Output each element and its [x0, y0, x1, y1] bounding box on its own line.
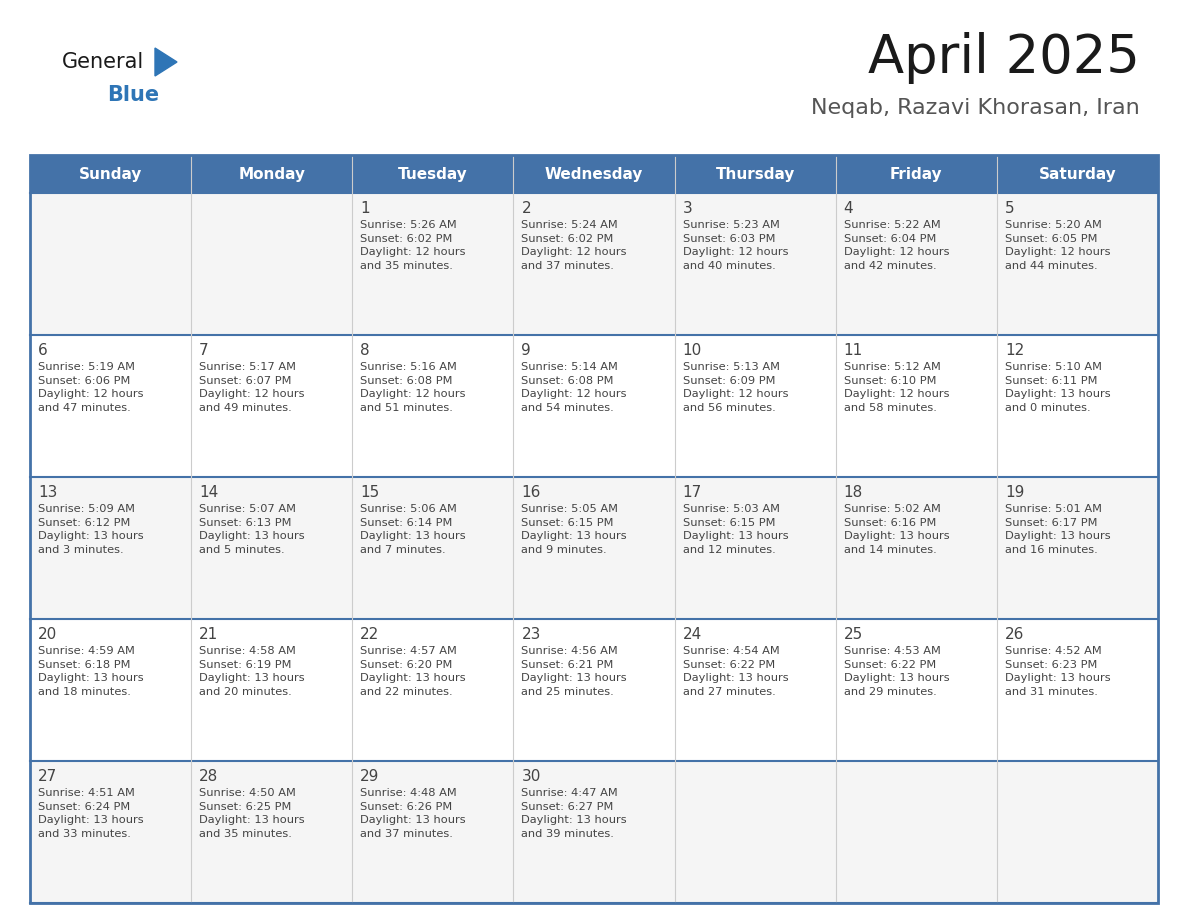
Text: Sunrise: 5:02 AM
Sunset: 6:16 PM
Daylight: 13 hours
and 14 minutes.: Sunrise: 5:02 AM Sunset: 6:16 PM Dayligh…	[843, 504, 949, 554]
Text: Friday: Friday	[890, 166, 942, 182]
Polygon shape	[154, 48, 177, 76]
Text: Thursday: Thursday	[715, 166, 795, 182]
Bar	[30, 477, 1158, 619]
Text: General: General	[62, 52, 144, 72]
Text: Sunrise: 4:47 AM
Sunset: 6:27 PM
Daylight: 13 hours
and 39 minutes.: Sunrise: 4:47 AM Sunset: 6:27 PM Dayligh…	[522, 788, 627, 839]
Text: Sunrise: 4:53 AM
Sunset: 6:22 PM
Daylight: 13 hours
and 29 minutes.: Sunrise: 4:53 AM Sunset: 6:22 PM Dayligh…	[843, 646, 949, 697]
Text: Sunrise: 5:07 AM
Sunset: 6:13 PM
Daylight: 13 hours
and 5 minutes.: Sunrise: 5:07 AM Sunset: 6:13 PM Dayligh…	[200, 504, 305, 554]
Text: Sunrise: 5:13 AM
Sunset: 6:09 PM
Daylight: 12 hours
and 56 minutes.: Sunrise: 5:13 AM Sunset: 6:09 PM Dayligh…	[683, 362, 788, 413]
Text: 27: 27	[38, 769, 57, 784]
Text: 23: 23	[522, 627, 541, 642]
Text: 24: 24	[683, 627, 702, 642]
Text: Sunrise: 5:05 AM
Sunset: 6:15 PM
Daylight: 13 hours
and 9 minutes.: Sunrise: 5:05 AM Sunset: 6:15 PM Dayligh…	[522, 504, 627, 554]
Text: 12: 12	[1005, 343, 1024, 358]
Text: April 2025: April 2025	[868, 32, 1140, 84]
Text: Sunrise: 4:50 AM
Sunset: 6:25 PM
Daylight: 13 hours
and 35 minutes.: Sunrise: 4:50 AM Sunset: 6:25 PM Dayligh…	[200, 788, 305, 839]
Text: Sunrise: 5:20 AM
Sunset: 6:05 PM
Daylight: 12 hours
and 44 minutes.: Sunrise: 5:20 AM Sunset: 6:05 PM Dayligh…	[1005, 220, 1111, 271]
Text: 22: 22	[360, 627, 379, 642]
Text: Monday: Monday	[239, 166, 305, 182]
Text: 19: 19	[1005, 485, 1024, 500]
Text: 21: 21	[200, 627, 219, 642]
Text: 16: 16	[522, 485, 541, 500]
Text: Sunrise: 5:19 AM
Sunset: 6:06 PM
Daylight: 12 hours
and 47 minutes.: Sunrise: 5:19 AM Sunset: 6:06 PM Dayligh…	[38, 362, 144, 413]
Text: 6: 6	[38, 343, 48, 358]
Text: Sunrise: 5:16 AM
Sunset: 6:08 PM
Daylight: 12 hours
and 51 minutes.: Sunrise: 5:16 AM Sunset: 6:08 PM Dayligh…	[360, 362, 466, 413]
Text: Sunrise: 5:22 AM
Sunset: 6:04 PM
Daylight: 12 hours
and 42 minutes.: Sunrise: 5:22 AM Sunset: 6:04 PM Dayligh…	[843, 220, 949, 271]
Bar	[30, 155, 1158, 903]
Text: Tuesday: Tuesday	[398, 166, 468, 182]
Text: 7: 7	[200, 343, 209, 358]
Text: Blue: Blue	[107, 85, 159, 105]
Text: 1: 1	[360, 201, 369, 216]
Text: 10: 10	[683, 343, 702, 358]
Text: 17: 17	[683, 485, 702, 500]
Text: 14: 14	[200, 485, 219, 500]
Text: Sunrise: 5:06 AM
Sunset: 6:14 PM
Daylight: 13 hours
and 7 minutes.: Sunrise: 5:06 AM Sunset: 6:14 PM Dayligh…	[360, 504, 466, 554]
Bar	[30, 619, 1158, 761]
Text: Sunrise: 4:58 AM
Sunset: 6:19 PM
Daylight: 13 hours
and 20 minutes.: Sunrise: 4:58 AM Sunset: 6:19 PM Dayligh…	[200, 646, 305, 697]
Text: Sunrise: 5:24 AM
Sunset: 6:02 PM
Daylight: 12 hours
and 37 minutes.: Sunrise: 5:24 AM Sunset: 6:02 PM Dayligh…	[522, 220, 627, 271]
Text: 11: 11	[843, 343, 862, 358]
Text: 29: 29	[360, 769, 380, 784]
Text: 3: 3	[683, 201, 693, 216]
Text: Sunrise: 4:57 AM
Sunset: 6:20 PM
Daylight: 13 hours
and 22 minutes.: Sunrise: 4:57 AM Sunset: 6:20 PM Dayligh…	[360, 646, 466, 697]
Bar	[30, 155, 1158, 903]
Text: 8: 8	[360, 343, 369, 358]
Text: Sunrise: 4:51 AM
Sunset: 6:24 PM
Daylight: 13 hours
and 33 minutes.: Sunrise: 4:51 AM Sunset: 6:24 PM Dayligh…	[38, 788, 144, 839]
Bar	[30, 761, 1158, 903]
Text: Sunrise: 5:01 AM
Sunset: 6:17 PM
Daylight: 13 hours
and 16 minutes.: Sunrise: 5:01 AM Sunset: 6:17 PM Dayligh…	[1005, 504, 1111, 554]
Text: 28: 28	[200, 769, 219, 784]
Text: Sunrise: 5:10 AM
Sunset: 6:11 PM
Daylight: 13 hours
and 0 minutes.: Sunrise: 5:10 AM Sunset: 6:11 PM Dayligh…	[1005, 362, 1111, 413]
Text: Sunrise: 5:12 AM
Sunset: 6:10 PM
Daylight: 12 hours
and 58 minutes.: Sunrise: 5:12 AM Sunset: 6:10 PM Dayligh…	[843, 362, 949, 413]
Text: Sunrise: 4:52 AM
Sunset: 6:23 PM
Daylight: 13 hours
and 31 minutes.: Sunrise: 4:52 AM Sunset: 6:23 PM Dayligh…	[1005, 646, 1111, 697]
Text: 26: 26	[1005, 627, 1024, 642]
Text: 30: 30	[522, 769, 541, 784]
Text: 18: 18	[843, 485, 862, 500]
Text: 5: 5	[1005, 201, 1015, 216]
Text: Sunrise: 5:09 AM
Sunset: 6:12 PM
Daylight: 13 hours
and 3 minutes.: Sunrise: 5:09 AM Sunset: 6:12 PM Dayligh…	[38, 504, 144, 554]
Text: Sunday: Sunday	[78, 166, 143, 182]
Text: Sunrise: 5:03 AM
Sunset: 6:15 PM
Daylight: 13 hours
and 12 minutes.: Sunrise: 5:03 AM Sunset: 6:15 PM Dayligh…	[683, 504, 788, 554]
Text: Sunrise: 4:56 AM
Sunset: 6:21 PM
Daylight: 13 hours
and 25 minutes.: Sunrise: 4:56 AM Sunset: 6:21 PM Dayligh…	[522, 646, 627, 697]
Text: Sunrise: 4:48 AM
Sunset: 6:26 PM
Daylight: 13 hours
and 37 minutes.: Sunrise: 4:48 AM Sunset: 6:26 PM Dayligh…	[360, 788, 466, 839]
Text: Sunrise: 5:26 AM
Sunset: 6:02 PM
Daylight: 12 hours
and 35 minutes.: Sunrise: 5:26 AM Sunset: 6:02 PM Dayligh…	[360, 220, 466, 271]
Text: 15: 15	[360, 485, 379, 500]
Text: Sunrise: 4:59 AM
Sunset: 6:18 PM
Daylight: 13 hours
and 18 minutes.: Sunrise: 4:59 AM Sunset: 6:18 PM Dayligh…	[38, 646, 144, 697]
Bar	[30, 335, 1158, 477]
Text: Wednesday: Wednesday	[545, 166, 643, 182]
Text: Sunrise: 5:14 AM
Sunset: 6:08 PM
Daylight: 12 hours
and 54 minutes.: Sunrise: 5:14 AM Sunset: 6:08 PM Dayligh…	[522, 362, 627, 413]
Text: Neqab, Razavi Khorasan, Iran: Neqab, Razavi Khorasan, Iran	[811, 98, 1140, 118]
Text: Sunrise: 4:54 AM
Sunset: 6:22 PM
Daylight: 13 hours
and 27 minutes.: Sunrise: 4:54 AM Sunset: 6:22 PM Dayligh…	[683, 646, 788, 697]
Text: 9: 9	[522, 343, 531, 358]
Text: 13: 13	[38, 485, 57, 500]
Text: Sunrise: 5:23 AM
Sunset: 6:03 PM
Daylight: 12 hours
and 40 minutes.: Sunrise: 5:23 AM Sunset: 6:03 PM Dayligh…	[683, 220, 788, 271]
Text: Sunrise: 5:17 AM
Sunset: 6:07 PM
Daylight: 12 hours
and 49 minutes.: Sunrise: 5:17 AM Sunset: 6:07 PM Dayligh…	[200, 362, 304, 413]
Text: 20: 20	[38, 627, 57, 642]
Text: 4: 4	[843, 201, 853, 216]
Text: 25: 25	[843, 627, 862, 642]
Bar	[30, 155, 1158, 193]
Text: 2: 2	[522, 201, 531, 216]
Text: Saturday: Saturday	[1038, 166, 1117, 182]
Bar	[30, 193, 1158, 335]
